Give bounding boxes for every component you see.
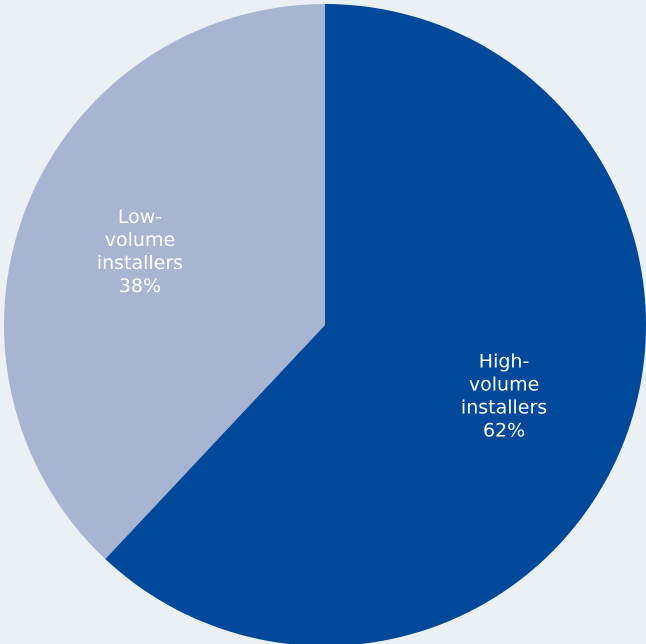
pie-label-line: installers [461, 396, 547, 418]
pie-slice-high-volume-installers [105, 4, 646, 644]
pie-label-line: volume [469, 373, 539, 395]
pie-slice-low-volume-installers [4, 4, 326, 559]
pie-label-line: 62% [483, 419, 525, 441]
pie-label-line: 38% [119, 275, 161, 297]
pie-label-low-volume-installers: Low-volume installers 38% [97, 206, 183, 297]
pie-label-line: Low- [118, 206, 162, 228]
pie-label-line: volume [105, 229, 175, 251]
pie-label-high-volume-installers: High-volume installers 62% [461, 350, 547, 441]
pie-label-line: installers [97, 252, 183, 274]
pie-label-line: High- [479, 350, 530, 372]
